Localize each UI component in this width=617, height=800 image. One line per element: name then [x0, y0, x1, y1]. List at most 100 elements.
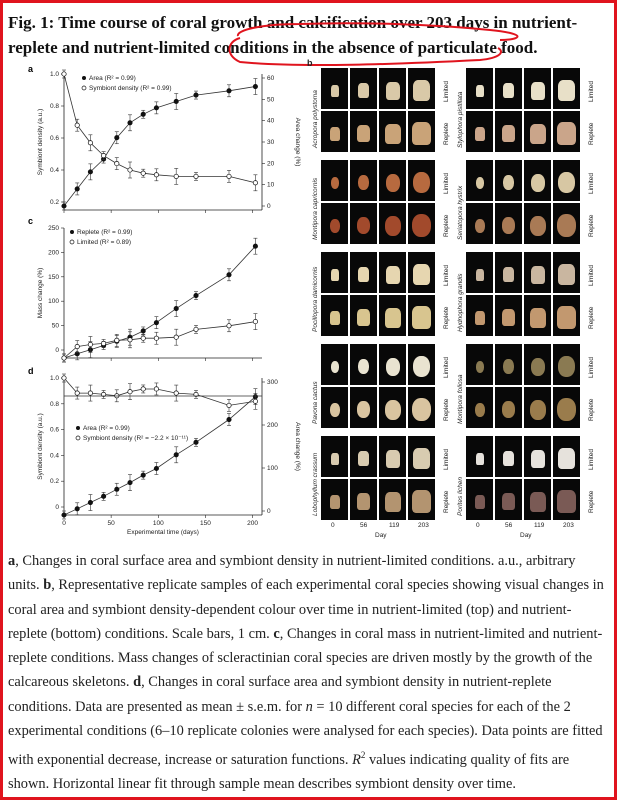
coral-sample [412, 490, 431, 513]
panel-b-photo-tile [466, 111, 493, 152]
coral-sample [329, 126, 340, 141]
panel-b-photo-tile [553, 436, 580, 477]
panel-b-species-label: Porites lichen [457, 476, 464, 516]
panel-d-ytick-label: 0.6 [50, 427, 59, 434]
panel-d-ytick-label: 1.0 [50, 375, 59, 382]
panel-a-data-point [153, 105, 159, 111]
coral-sample [357, 401, 370, 418]
panel-a-ytick-label: 0.6 [50, 135, 59, 142]
panel-b-photo-tile [321, 68, 348, 109]
panel-c-ytick-label: 200 [48, 249, 59, 256]
panel-d-data-point [226, 402, 232, 408]
panel-c-data-point [193, 293, 199, 299]
panel-d-data-point [153, 386, 159, 392]
panel-d-data-point [87, 390, 93, 396]
panel-a-data-point [173, 173, 179, 179]
caption-r2-sup: 2 [360, 750, 366, 761]
coral-sample [385, 449, 400, 468]
panel-b-photo-tile [350, 111, 377, 152]
panel-b-photo-tile [553, 252, 580, 293]
panel-d-xtick-label: 50 [108, 520, 116, 527]
panel-b-condition-label: Replete [443, 490, 450, 513]
coral-sample [329, 310, 340, 325]
panel-b-photo-tile [321, 436, 348, 477]
panel-d-data-point [140, 472, 146, 478]
panel-b-photo-tile [524, 160, 551, 201]
panel-b-photo-tile [408, 111, 435, 152]
coral-sample [530, 173, 545, 192]
panel-d-data-point [74, 390, 80, 396]
panel-d-ylabel-right: Area change (%) [294, 422, 301, 471]
panel-c-data-point [193, 326, 199, 332]
panel-a-ytick-label: 0.4 [50, 167, 59, 174]
panel-c-ytick-label: 150 [48, 274, 59, 281]
panel-d-y2tick-label: 200 [267, 422, 278, 429]
coral-sample [529, 399, 546, 420]
panel-b-photo-tile [350, 295, 377, 336]
coral-sample [557, 490, 576, 513]
caption-d-label: d [133, 674, 142, 691]
coral-sample [474, 402, 485, 417]
panel-a-y2tick-label: 40 [267, 118, 275, 125]
panel-a-data-point [127, 167, 133, 173]
panel-b-photo-tile [408, 203, 435, 244]
panel-b-photo-tile [379, 160, 406, 201]
panel-b-photo-tile [524, 295, 551, 336]
panel-b-photo-tile [466, 160, 493, 201]
panel-b-species-label: Seriatopora hystrix [457, 185, 464, 240]
panel-b-photo-tile [408, 252, 435, 293]
coral-sample [330, 268, 339, 281]
panel-b-day-tick: 203 [563, 522, 574, 529]
coral-sample [358, 359, 369, 374]
coral-sample [557, 122, 576, 145]
panel-b-species-label: Pavona cactus [312, 381, 319, 424]
panel-d-data-point [101, 391, 107, 397]
panel-b-photo-tile [466, 387, 493, 428]
panel-d-data-point [74, 506, 80, 512]
panel-a-data-point [61, 71, 67, 77]
panel-d-ytick-label: 0.2 [50, 478, 59, 485]
panel-d-data-point [114, 486, 120, 492]
coral-sample [412, 214, 431, 237]
panel-b-photo-tile [495, 436, 522, 477]
panel-c-fit-line [63, 245, 256, 359]
panel-b-photo-tile [495, 344, 522, 385]
coral-sample [475, 360, 484, 373]
panel-b-photo-tile [524, 252, 551, 293]
panel-b-photo-tile [553, 160, 580, 201]
panel-c-data-point [101, 340, 107, 346]
coral-sample [503, 175, 514, 190]
coral-sample [502, 217, 515, 234]
coral-sample [384, 491, 401, 512]
panel-a-y2tick-label: 10 [267, 182, 275, 189]
panel-b-photo-tile [524, 344, 551, 385]
panel-d-y2tick-label: 100 [267, 465, 278, 472]
panel-c-data-point [226, 272, 232, 278]
panel-b-photo-tile [379, 68, 406, 109]
panel-b-photo-tile [495, 479, 522, 520]
coral-sample [385, 265, 400, 284]
panel-b-species-label: Pocillopora damicornis [312, 266, 319, 332]
coral-sample [384, 399, 401, 420]
coral-sample [502, 401, 515, 418]
panel-a-legend-item: Area (R² = 0.99) [89, 75, 136, 82]
panel-a-letter: a [28, 64, 34, 74]
panel-b-photo-tile [495, 160, 522, 201]
panel-a-data-point [87, 140, 93, 146]
panel-a-ylabel-right: Area change (%) [294, 118, 301, 167]
coral-sample [384, 123, 401, 144]
panel-b-species-label: Stylophora pistillata [457, 91, 464, 148]
panel-b-condition-label: Limited [588, 81, 595, 102]
panel-d-data-point [173, 452, 179, 458]
coral-sample [502, 125, 515, 142]
panel-c-data-point [74, 344, 80, 350]
coral-sample [413, 264, 430, 285]
panel-b-condition-label: Limited [443, 265, 450, 286]
coral-sample [358, 267, 369, 282]
panel-c-data-point [153, 335, 159, 341]
panel-b-condition-label: Replete [443, 214, 450, 237]
coral-sample [558, 172, 575, 193]
figure-area: a 1.0 0.8 0.6 0.4 0.2 60 50 40 30 20 10 0 Area (R² = … [12, 58, 612, 540]
panel-b-photo-tile [466, 203, 493, 244]
panel-b-photo-tile [553, 203, 580, 244]
